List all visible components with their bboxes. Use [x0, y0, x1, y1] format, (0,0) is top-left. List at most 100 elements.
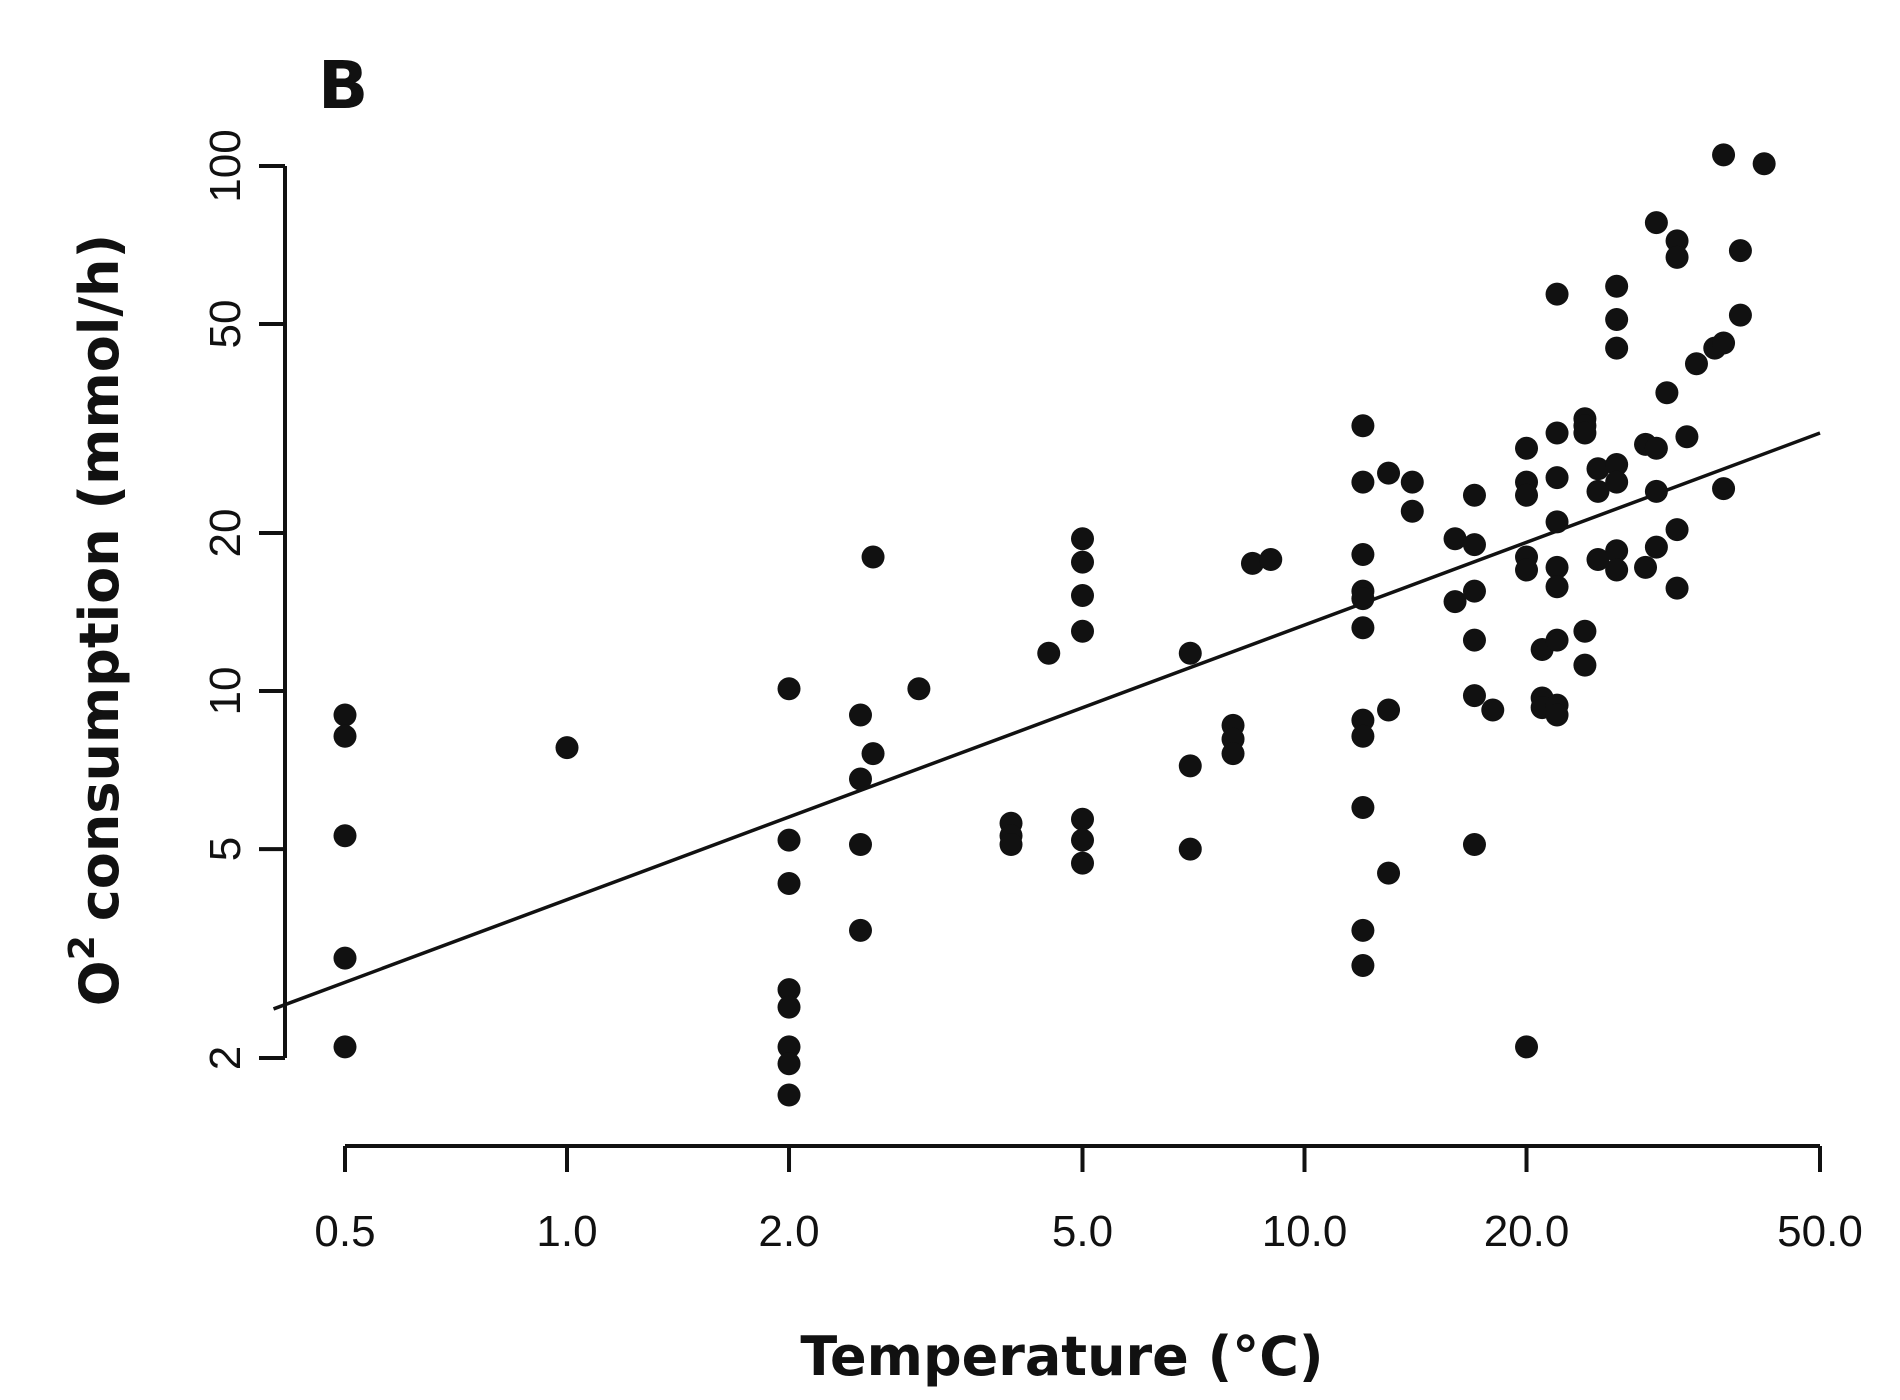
- data-point: [1545, 421, 1569, 445]
- y-axis-title-suffix: consumption (mmol/h): [68, 234, 131, 921]
- data-point: [1644, 479, 1668, 503]
- data-point: [1605, 308, 1629, 332]
- x-tick-label: 5.0: [1052, 1207, 1113, 1256]
- data-point: [1545, 282, 1569, 306]
- x-axis-title: Temperature (°C): [800, 1325, 1323, 1388]
- data-point: [333, 946, 357, 970]
- data-point: [333, 703, 357, 727]
- data-point: [777, 978, 801, 1002]
- data-point: [1712, 143, 1736, 167]
- data-point: [1515, 483, 1539, 507]
- data-point: [1400, 470, 1424, 494]
- data-point: [1712, 331, 1736, 355]
- data-point: [1377, 861, 1401, 885]
- data-point: [848, 767, 872, 791]
- data-point: [1351, 795, 1375, 819]
- data-point: [1462, 483, 1486, 507]
- data-point: [1605, 470, 1629, 494]
- data-point: [1462, 833, 1486, 857]
- data-point: [1515, 436, 1539, 460]
- data-point: [1377, 698, 1401, 722]
- data-point: [1644, 211, 1668, 235]
- data-point: [1462, 579, 1486, 603]
- data-point: [848, 833, 872, 857]
- data-point: [1351, 414, 1375, 438]
- data-point: [861, 742, 885, 766]
- y-axis: 2 5 10 20 50 100: [201, 129, 287, 1070]
- data-point: [777, 995, 801, 1019]
- data-point: [777, 828, 801, 852]
- data-point: [1071, 584, 1094, 608]
- y-tick-label: 20: [201, 508, 250, 557]
- y-tick-label: 5: [201, 837, 250, 861]
- data-point: [1605, 336, 1629, 360]
- data-point: [1573, 653, 1597, 677]
- data-point: [1545, 466, 1569, 490]
- data-point: [1644, 436, 1668, 460]
- data-point: [1443, 527, 1467, 551]
- y-axis-title-prefix: O: [68, 960, 131, 1006]
- data-point: [777, 1083, 801, 1107]
- data-point: [1351, 587, 1375, 611]
- data-point: [1462, 684, 1486, 708]
- y-axis-title-superscript: 2: [62, 935, 103, 960]
- y-tick-label: 50: [201, 300, 250, 349]
- data-point: [1071, 851, 1094, 875]
- data-point: [1240, 551, 1264, 575]
- data-point: [1071, 828, 1094, 852]
- data-point: [1545, 555, 1569, 579]
- data-point: [1351, 724, 1375, 748]
- x-tick-label: 50.0: [1777, 1207, 1863, 1256]
- data-point: [1644, 535, 1668, 559]
- regression-line: [272, 431, 1821, 1011]
- data-point: [1351, 470, 1375, 494]
- data-point: [1178, 641, 1202, 665]
- data-point: [1752, 152, 1776, 176]
- data-point: [1071, 807, 1094, 831]
- data-point: [1377, 461, 1401, 485]
- data-point: [1655, 381, 1679, 405]
- data-point: [1573, 421, 1597, 445]
- data-point: [1684, 352, 1708, 376]
- data-point: [1605, 539, 1629, 563]
- data-point: [1351, 542, 1375, 566]
- data-point: [1586, 548, 1610, 572]
- data-point: [333, 1035, 357, 1059]
- panel-label: B: [318, 47, 368, 124]
- data-point: [1351, 708, 1375, 732]
- y-tick-label: 100: [201, 129, 250, 202]
- data-point: [848, 703, 872, 727]
- data-point: [1712, 477, 1736, 501]
- data-point: [1634, 555, 1658, 579]
- x-tick-label: 10.0: [1262, 1207, 1348, 1256]
- data-point: [1400, 499, 1424, 523]
- data-point: [1443, 590, 1467, 614]
- data-point: [1351, 918, 1375, 942]
- x-tick-label: 1.0: [536, 1207, 597, 1256]
- data-point: [1665, 229, 1689, 253]
- data-point: [1545, 510, 1569, 534]
- data-point: [777, 1052, 801, 1076]
- x-axis: 0.5 1.0 2.0 5.0 10.0 20.0 50.0: [314, 1144, 1863, 1256]
- data-point: [1178, 837, 1202, 861]
- x-tick-label: 20.0: [1484, 1207, 1570, 1256]
- data-point: [1178, 754, 1202, 778]
- x-tick-label: 2.0: [758, 1207, 819, 1256]
- data-point: [1586, 479, 1610, 503]
- data-point: [907, 677, 931, 701]
- data-point: [1071, 550, 1094, 574]
- data-point: [1515, 558, 1539, 582]
- data-point: [1481, 698, 1505, 722]
- data-point: [861, 545, 885, 569]
- data-point: [1545, 703, 1569, 727]
- data-point: [1728, 239, 1752, 263]
- data-point: [1071, 619, 1094, 643]
- y-axis-title: O2 consumption (mmol/h): [62, 234, 131, 1006]
- data-point: [1351, 616, 1375, 640]
- data-point: [1462, 628, 1486, 652]
- data-point: [1259, 548, 1283, 572]
- data-point: [848, 918, 872, 942]
- data-point: [999, 833, 1023, 857]
- y-tick-label: 2: [201, 1046, 250, 1070]
